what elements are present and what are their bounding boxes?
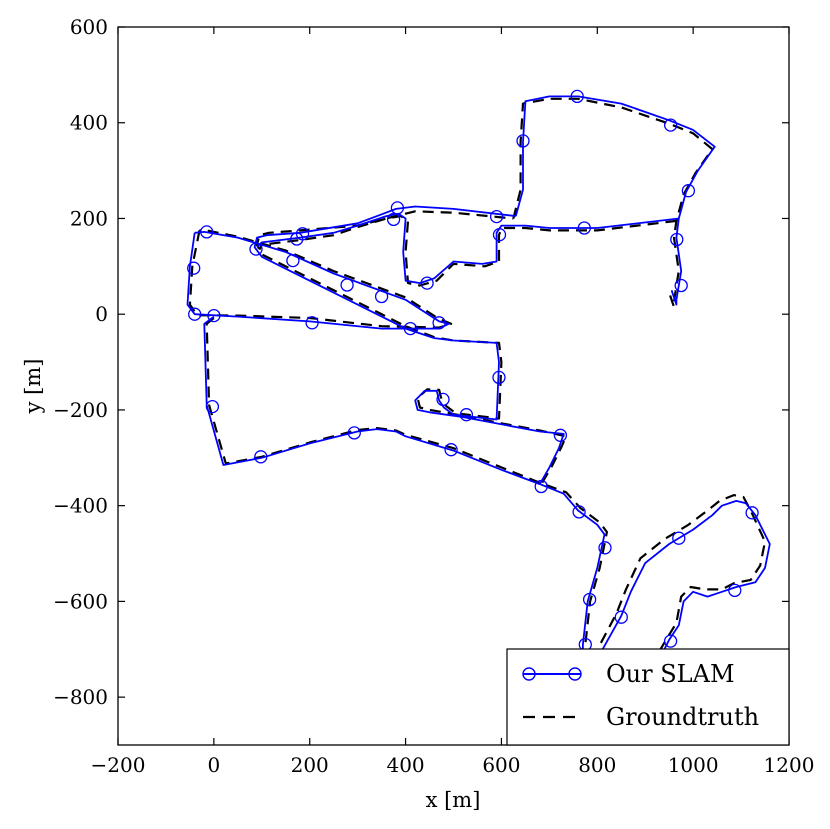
groundtruth-path-segment: [258, 215, 677, 287]
y-tick-label: −200: [53, 398, 108, 422]
slam-marker: [403, 321, 418, 336]
slam-marker: [432, 316, 446, 330]
legend-slam-marker-left: [522, 667, 536, 681]
y-tick-label: 400: [70, 111, 108, 135]
plot-background: [118, 27, 789, 745]
y-tick-label: 0: [95, 302, 108, 326]
slam-marker: [489, 209, 504, 224]
slam-marker: [681, 184, 696, 198]
legend-box: [506, 648, 790, 746]
slam-marker: [390, 201, 405, 215]
slam-marker: [492, 228, 507, 242]
slam-marker: [249, 242, 263, 256]
slam-path-segment: [203, 315, 606, 659]
slam-marker: [207, 308, 221, 323]
y-tick-label: −800: [53, 685, 108, 709]
slam-path-segment: [253, 205, 565, 485]
slam-marker: [205, 399, 220, 414]
slam-marker: [663, 634, 678, 648]
slam-marker: [286, 253, 300, 268]
plot-frame: [117, 26, 790, 746]
slam-path-segment: [514, 95, 716, 306]
y-tick-labels: −800 −600 −400 −200 0 200 400 600: [53, 15, 108, 709]
x-tick-label: 1000: [668, 753, 719, 777]
plot-area: [186, 89, 771, 660]
slam-marker: [492, 370, 506, 385]
slam-marker: [436, 392, 450, 407]
slam-marker: [420, 276, 434, 290]
y-tick-label: 200: [70, 206, 108, 230]
slam-marker: [305, 316, 319, 330]
y-tick-label: 600: [70, 15, 108, 39]
slam-marker: [444, 443, 458, 457]
slam-marker: [200, 225, 214, 239]
slam-marker: [570, 89, 584, 104]
slam-marker: [254, 450, 268, 464]
x-tick-label: −200: [91, 753, 146, 777]
slam-marker: [386, 212, 401, 227]
slam-marker: [340, 278, 354, 292]
y-axis-label: y [m]: [21, 359, 45, 415]
legend-slam-marker-right: [568, 667, 582, 681]
slam-marker: [670, 232, 684, 247]
slam-marker: [598, 541, 612, 555]
x-tick-label: 0: [207, 753, 220, 777]
slam-marker: [347, 426, 361, 440]
x-tick-label: 400: [386, 753, 424, 777]
slam-marker: [572, 505, 586, 519]
x-axis-label: x [m]: [426, 788, 481, 812]
slam-marker: [582, 592, 597, 607]
slam-marker: [459, 408, 474, 422]
slam-marker: [374, 289, 389, 304]
x-tick-label: 200: [291, 753, 329, 777]
x-tick-labels: −200 0 200 400 600 800 1000 1200: [91, 753, 815, 777]
x-tick-label: 1200: [764, 753, 815, 777]
slam-marker: [290, 232, 304, 246]
slam-marker: [534, 479, 548, 494]
slam-marker: [663, 118, 678, 132]
slam-marker: [516, 134, 530, 148]
legend-groundtruth-label: Groundtruth: [606, 703, 759, 731]
y-tick-label: −600: [53, 589, 108, 613]
slam-marker: [188, 307, 202, 321]
slam-marker: [745, 506, 759, 520]
slam-marker: [672, 531, 686, 545]
slam-path-segment: [596, 500, 771, 660]
y-tick-label: −400: [53, 494, 108, 518]
slam-path-segment: [256, 212, 679, 284]
slam-marker: [577, 221, 591, 235]
slam-marker: [187, 261, 201, 275]
slam-marker: [728, 583, 742, 598]
slam-marker: [614, 610, 628, 624]
legend: Our SLAM Groundtruth: [506, 648, 790, 746]
slam-marker: [553, 428, 568, 442]
x-tick-label: 800: [578, 753, 616, 777]
slam-marker: [674, 278, 688, 293]
groundtruth-path-segment: [591, 494, 767, 660]
legend-slam-label: Our SLAM: [606, 660, 735, 688]
groundtruth-path-segment: [255, 210, 568, 484]
groundtruth-path-segment: [205, 317, 608, 659]
x-tick-label: 600: [482, 753, 520, 777]
